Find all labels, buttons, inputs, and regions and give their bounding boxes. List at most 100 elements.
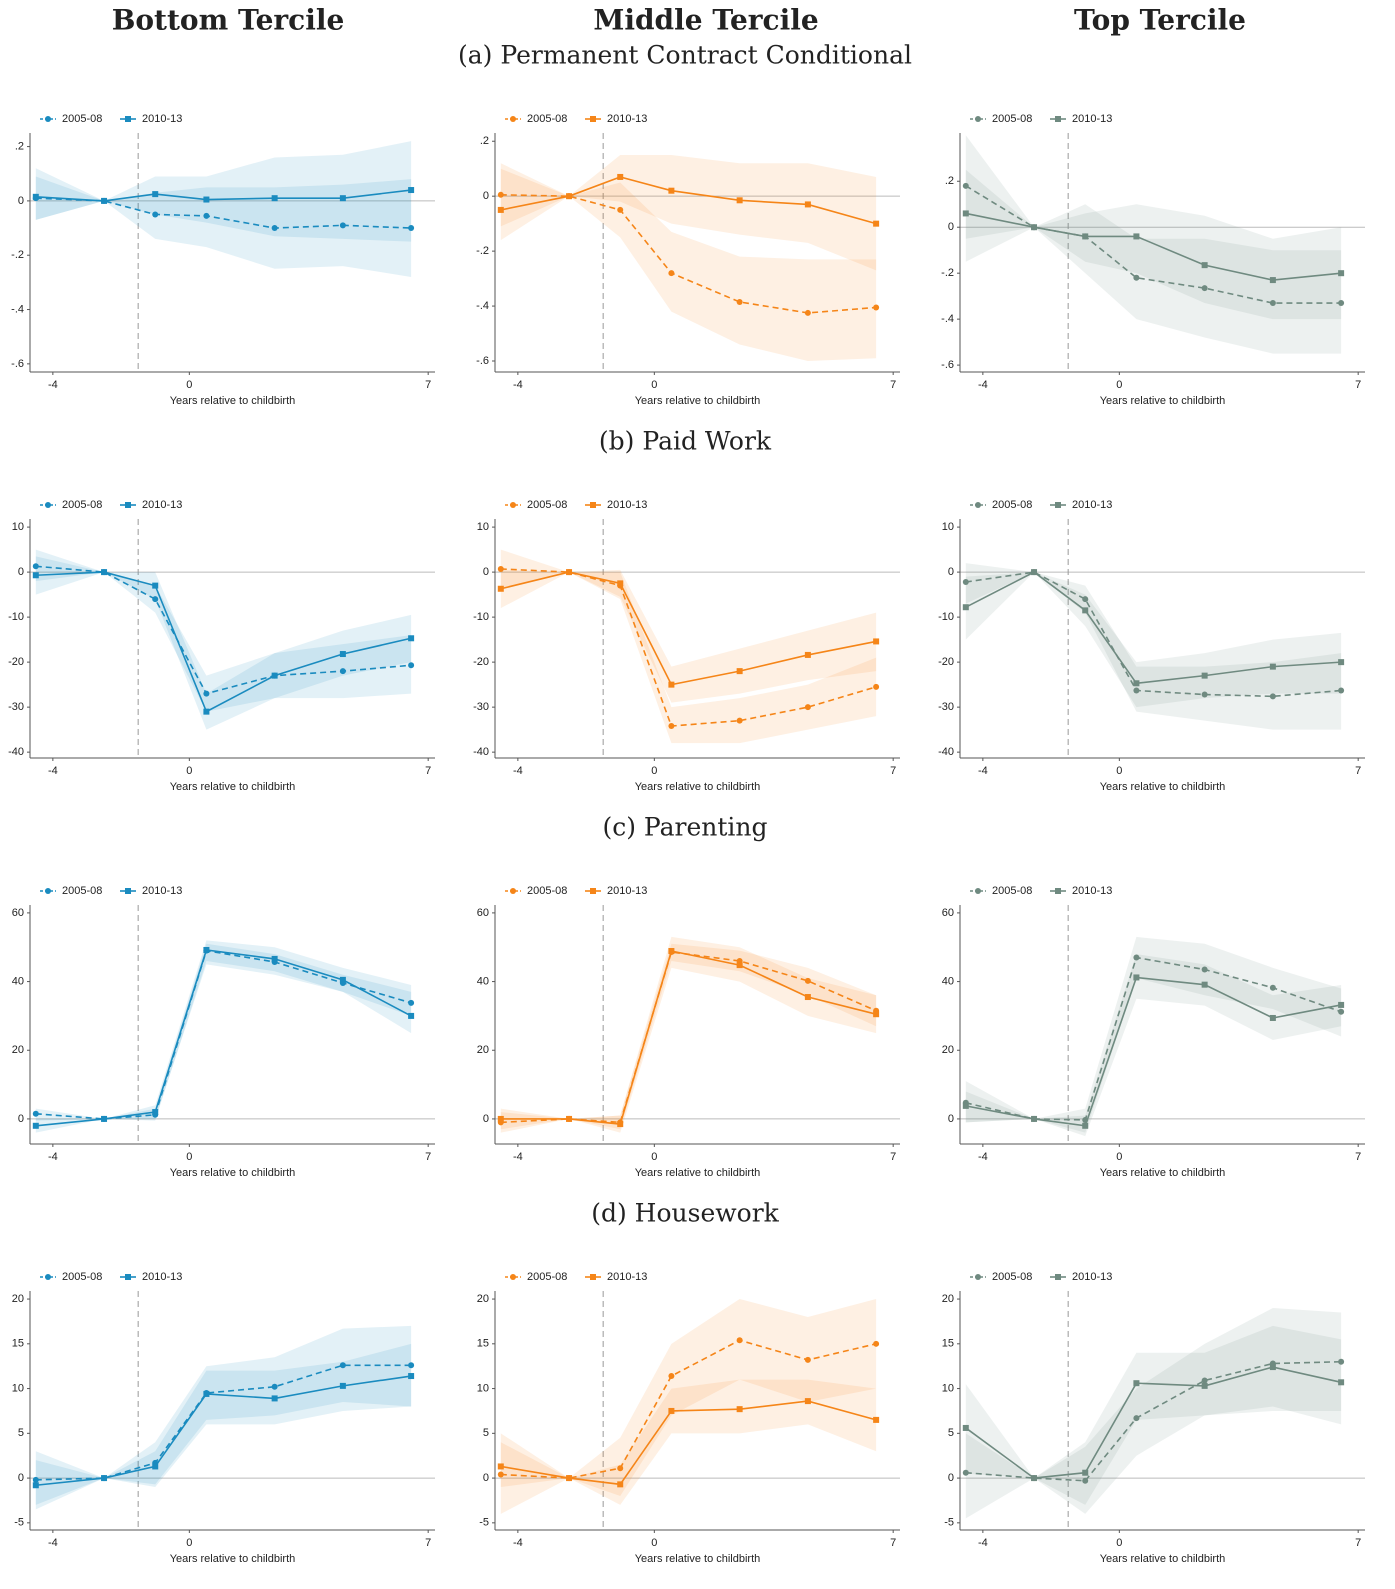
confidence-band	[35, 176, 412, 277]
legend-marker	[45, 116, 51, 122]
point	[1082, 607, 1089, 614]
column-title: Middle Tercile	[593, 4, 818, 37]
point	[101, 1475, 108, 1482]
point	[566, 1115, 573, 1122]
legend-label: 2005-08	[62, 499, 102, 511]
x-tick-label: 0	[1116, 765, 1122, 777]
x-tick-label: 7	[1355, 1537, 1361, 1549]
point	[32, 193, 39, 200]
point	[804, 201, 811, 208]
y-tick-label: -40	[8, 746, 24, 758]
y-tick-label: 0	[948, 1113, 954, 1125]
point	[497, 1115, 504, 1122]
point	[152, 211, 159, 218]
point	[1201, 691, 1208, 698]
y-tick-label: 0	[948, 566, 954, 578]
x-axis-label: Years relative to childbirth	[635, 781, 761, 793]
x-tick-label: 0	[651, 765, 657, 777]
point	[1031, 569, 1038, 576]
x-tick-label: 0	[1116, 1151, 1122, 1163]
legend-label: 2005-08	[62, 1271, 102, 1283]
point	[1133, 954, 1140, 961]
point	[962, 604, 969, 611]
legend-label: 2010-13	[1072, 885, 1112, 897]
x-axis-label: Years relative to childbirth	[635, 1167, 761, 1179]
y-tick-label: 20	[477, 1293, 489, 1305]
point	[408, 662, 415, 669]
confidence-band	[500, 154, 877, 271]
x-tick-label: 0	[651, 379, 657, 391]
legend-label: 2005-08	[527, 499, 567, 511]
point	[1338, 687, 1345, 694]
y-tick-label: .2	[945, 175, 954, 187]
x-tick-label: 7	[1355, 1151, 1361, 1163]
point	[1133, 274, 1140, 281]
point	[668, 1407, 675, 1414]
point	[271, 955, 278, 962]
legend-label: 2005-08	[527, 1271, 567, 1283]
confidence-band	[500, 1379, 877, 1505]
y-tick-label: 60	[942, 907, 954, 919]
legend-marker	[1055, 502, 1061, 508]
y-tick-label: 0	[18, 195, 24, 207]
point	[497, 565, 504, 572]
x-tick-label: -4	[978, 1537, 988, 1549]
point	[566, 193, 573, 200]
point	[1133, 974, 1140, 981]
point	[668, 270, 675, 277]
legend-marker	[125, 888, 131, 894]
point	[873, 304, 880, 311]
y-tick-label: 0	[18, 1113, 24, 1125]
x-tick-label: 7	[425, 1537, 431, 1549]
legend-marker	[590, 888, 596, 894]
confidence-band	[965, 936, 1342, 1133]
point	[1133, 687, 1140, 694]
y-tick-label: 40	[477, 975, 489, 987]
point	[962, 210, 969, 217]
y-tick-label: 20	[477, 1044, 489, 1056]
y-tick-label: .2	[480, 135, 489, 147]
point	[203, 690, 210, 697]
row-title: (a) Permanent Contract Conditional	[458, 41, 912, 70]
point	[408, 187, 415, 194]
x-axis-label: Years relative to childbirth	[1100, 395, 1226, 407]
y-tick-label: 15	[942, 1338, 954, 1350]
legend-label: 2010-13	[1072, 113, 1112, 125]
legend-marker	[1055, 1274, 1061, 1280]
point	[271, 195, 278, 202]
x-axis-label: Years relative to childbirth	[1100, 781, 1226, 793]
point	[1201, 672, 1208, 679]
point	[408, 1362, 415, 1369]
x-tick-label: -4	[978, 1151, 988, 1163]
point	[271, 1383, 278, 1390]
point	[804, 1356, 811, 1363]
x-axis-label: Years relative to childbirth	[170, 1167, 296, 1179]
confidence-band	[965, 1308, 1342, 1519]
point	[152, 582, 159, 589]
x-tick-label: 7	[890, 1151, 896, 1163]
y-tick-label: -20	[938, 656, 954, 668]
y-tick-label: 15	[477, 1338, 489, 1350]
confidence-band	[35, 1325, 412, 1510]
legend-marker	[45, 1274, 51, 1280]
y-tick-label: 15	[12, 1338, 24, 1350]
y-tick-label: 10	[477, 521, 489, 533]
point	[203, 196, 210, 203]
point	[1269, 984, 1276, 991]
y-tick-label: -10	[938, 611, 954, 623]
point	[408, 635, 415, 642]
point	[873, 1340, 880, 1347]
legend-marker	[590, 502, 596, 508]
point	[408, 1373, 415, 1380]
legend-marker	[510, 116, 516, 122]
point	[873, 1416, 880, 1423]
point	[804, 994, 811, 1001]
x-axis-label: Years relative to childbirth	[1100, 1167, 1226, 1179]
legend-marker	[125, 1274, 131, 1280]
point	[1133, 233, 1140, 240]
point	[152, 191, 159, 198]
y-tick-label: 5	[948, 1427, 954, 1439]
y-tick-label: 10	[477, 1382, 489, 1394]
legend-label: 2005-08	[992, 499, 1032, 511]
